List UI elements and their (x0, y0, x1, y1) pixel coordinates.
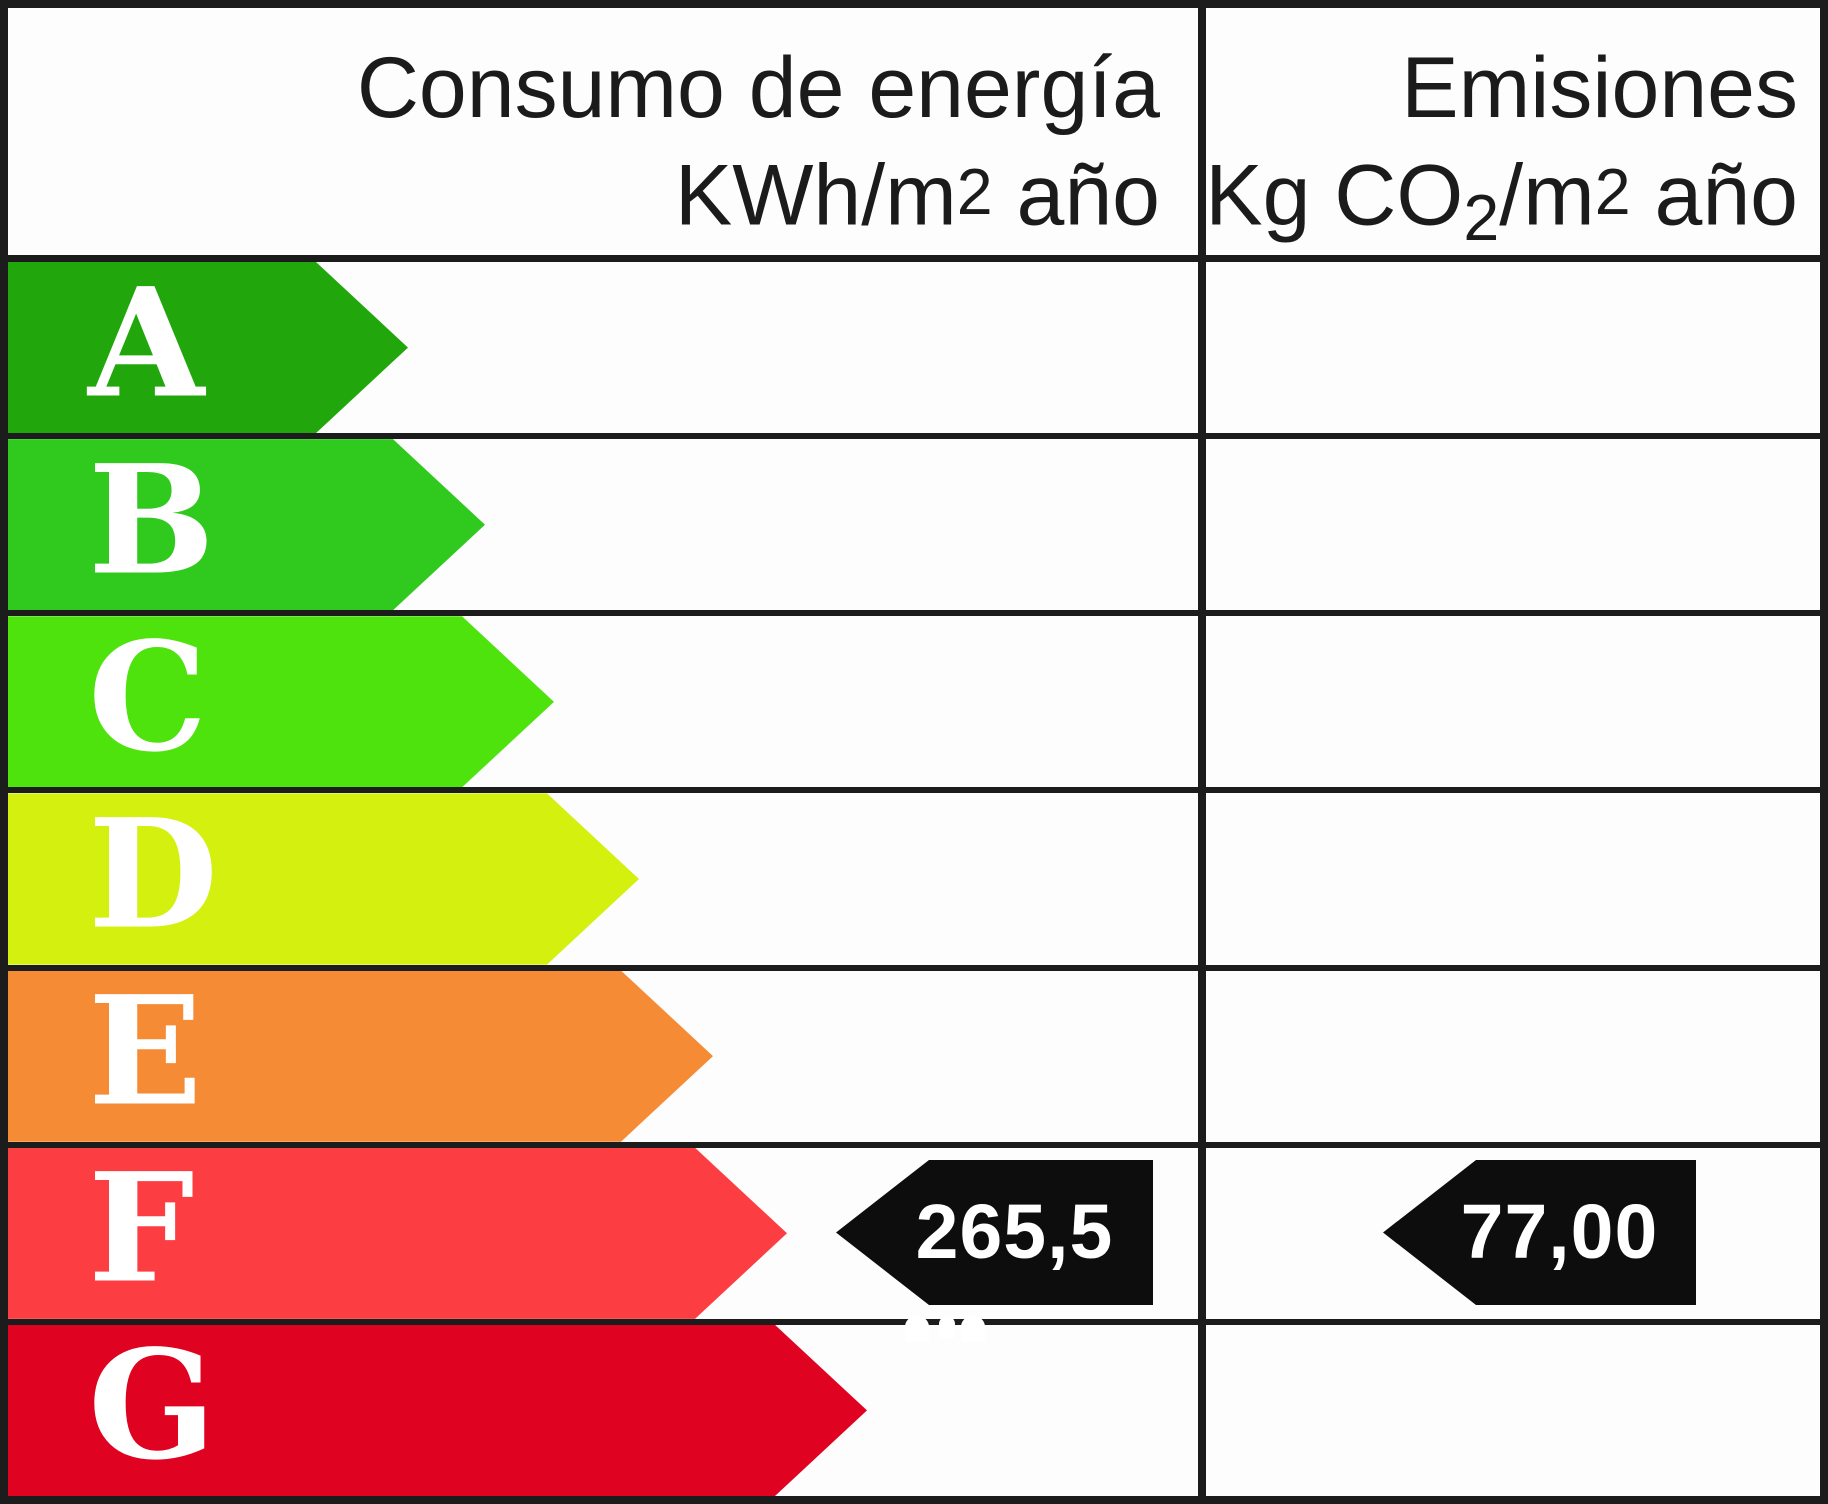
rating-row-g: G (8, 1325, 1820, 1496)
column-divider (1198, 8, 1206, 1496)
artifact-shape (905, 1316, 929, 1342)
rating-letter-c: C (88, 609, 208, 786)
rating-row-e: E (8, 971, 1820, 1148)
rating-arrow-d: D (8, 793, 639, 964)
emissions-unit-mid: /m (1499, 147, 1595, 244)
rating-arrow-f: F (8, 1148, 787, 1319)
emissions-unit-pre: Kg CO (1205, 147, 1464, 244)
table-header: Consumo de energía KWh/m2 año Emisiones … (8, 8, 1820, 262)
rating-row-d: D (8, 793, 1820, 971)
consumption-header-line1: Consumo de energía (356, 40, 1160, 136)
rating-letter-a: A (88, 255, 205, 432)
rating-letter-b: B (88, 432, 215, 609)
consumption-unit-superscript: 2 (956, 156, 993, 228)
rating-arrow-e: E (8, 971, 713, 1142)
emissions-column-header: Emisiones Kg CO2/m2 año (1190, 8, 1820, 255)
rating-arrow-c: C (8, 616, 554, 787)
clipped-print-artifact (905, 1316, 1001, 1342)
rating-arrow-a: A (8, 262, 408, 433)
rating-scale: A B C D E F (8, 262, 1820, 1496)
emissions-unit-superscript: 2 (1594, 156, 1631, 228)
consumption-header-line2: KWh/m2 año (8, 140, 1160, 247)
consumption-unit-post: año (992, 147, 1161, 244)
consumption-column-header: Consumo de energía KWh/m2 año (8, 8, 1190, 255)
emissions-co2-subscript: 2 (1463, 181, 1500, 254)
artifact-shape (961, 1316, 985, 1342)
emissions-header-line2: Kg CO2/m2 año (1190, 140, 1798, 270)
artifact-shape (939, 1316, 955, 1338)
rating-arrow-g: G (8, 1325, 867, 1496)
emissions-header-line1: Emisiones (1401, 40, 1798, 136)
emissions-value: 77,00 (1460, 1189, 1659, 1275)
rating-letter-e: E (88, 963, 203, 1140)
rating-letter-g: G (88, 1317, 217, 1494)
rating-row-c: C (8, 616, 1820, 794)
consumption-value: 265,5 (915, 1189, 1114, 1275)
emissions-unit-post: año (1630, 147, 1799, 244)
rating-letter-f: F (88, 1140, 195, 1317)
consumption-unit-pre: KWh/m (674, 147, 957, 244)
rating-arrow-b: B (8, 439, 485, 610)
rating-row-f: F (8, 1148, 1820, 1325)
rating-row-a: A (8, 262, 1820, 440)
rating-letter-d: D (88, 786, 219, 963)
rating-row-b: B (8, 439, 1820, 617)
